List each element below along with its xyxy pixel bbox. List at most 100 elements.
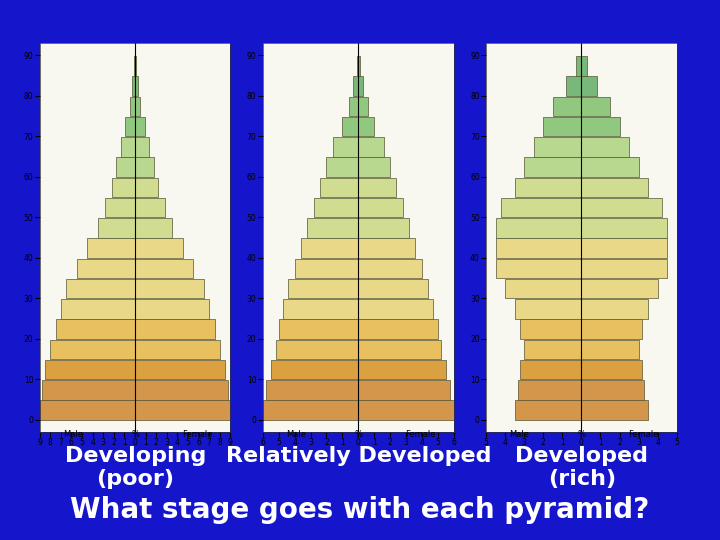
Bar (553, 97, 582, 116)
Bar (524, 340, 582, 359)
Bar (359, 360, 446, 379)
Bar (288, 279, 359, 298)
Bar (582, 299, 648, 319)
Bar (42, 380, 135, 400)
Bar (356, 56, 359, 76)
Bar (359, 259, 422, 278)
Bar (134, 56, 135, 76)
Bar (359, 137, 384, 157)
Text: Female: Female (181, 430, 212, 439)
Bar (521, 360, 582, 379)
Bar (45, 360, 135, 379)
Bar (132, 77, 135, 96)
Bar (359, 340, 441, 359)
Bar (582, 259, 667, 278)
Bar (495, 218, 582, 238)
Bar (515, 178, 582, 197)
Bar (515, 401, 582, 420)
Bar (135, 259, 193, 278)
Bar (279, 320, 359, 339)
Bar (271, 360, 359, 379)
Text: %: % (577, 430, 585, 439)
Bar (263, 401, 359, 420)
Bar (582, 117, 620, 137)
Bar (354, 77, 359, 96)
Bar (359, 279, 428, 298)
Bar (359, 299, 433, 319)
Bar (501, 198, 582, 217)
Bar (518, 380, 582, 400)
Bar (495, 239, 582, 258)
Bar (566, 77, 582, 96)
Bar (359, 97, 368, 116)
Bar (135, 97, 140, 116)
Bar (515, 299, 582, 319)
Bar (77, 259, 135, 278)
Bar (55, 320, 135, 339)
Bar (135, 320, 215, 339)
Bar (359, 56, 360, 76)
Bar (582, 340, 639, 359)
Bar (135, 117, 145, 137)
Bar (135, 198, 165, 217)
Bar (359, 117, 374, 137)
Text: Relatively Developed: Relatively Developed (226, 446, 491, 465)
Bar (582, 360, 642, 379)
Bar (359, 239, 415, 258)
Bar (116, 158, 135, 177)
Bar (582, 198, 662, 217)
Bar (135, 360, 225, 379)
Bar (582, 218, 667, 238)
Bar (524, 158, 582, 177)
Bar (135, 158, 154, 177)
Bar (66, 279, 135, 298)
Bar (60, 299, 135, 319)
Text: Male: Male (286, 430, 306, 439)
Bar (121, 137, 135, 157)
Bar (135, 178, 158, 197)
Bar (582, 158, 639, 177)
Bar (50, 340, 135, 359)
Bar (582, 56, 587, 76)
Bar (135, 279, 204, 298)
Bar (294, 259, 359, 278)
Bar (307, 218, 359, 238)
Text: Female: Female (628, 430, 659, 439)
Text: %: % (354, 430, 362, 439)
Text: %: % (131, 430, 139, 439)
Bar (495, 259, 582, 278)
Bar (359, 320, 438, 339)
Bar (125, 117, 135, 137)
Text: Male: Male (63, 430, 83, 439)
Bar (582, 178, 648, 197)
Text: Developed
(rich): Developed (rich) (516, 446, 648, 489)
Bar (105, 198, 135, 217)
Bar (348, 97, 359, 116)
Bar (135, 239, 183, 258)
Bar (87, 239, 135, 258)
Bar (326, 158, 359, 177)
Bar (276, 340, 359, 359)
Bar (112, 178, 135, 197)
Bar (135, 56, 136, 76)
Bar (359, 178, 396, 197)
Bar (284, 299, 359, 319)
Bar (521, 320, 582, 339)
Bar (40, 401, 135, 420)
Bar (135, 401, 230, 420)
Bar (534, 137, 582, 157)
Bar (266, 380, 359, 400)
Bar (582, 97, 610, 116)
Bar (582, 279, 658, 298)
Bar (582, 380, 644, 400)
Text: What stage goes with each pyramid?: What stage goes with each pyramid? (71, 496, 649, 524)
Bar (135, 380, 228, 400)
Bar (135, 77, 138, 96)
Text: Developing
(poor): Developing (poor) (65, 446, 206, 489)
Bar (130, 97, 135, 116)
Bar (582, 239, 667, 258)
Text: Male: Male (509, 430, 529, 439)
Bar (359, 77, 363, 96)
Bar (582, 77, 597, 96)
Bar (359, 218, 409, 238)
